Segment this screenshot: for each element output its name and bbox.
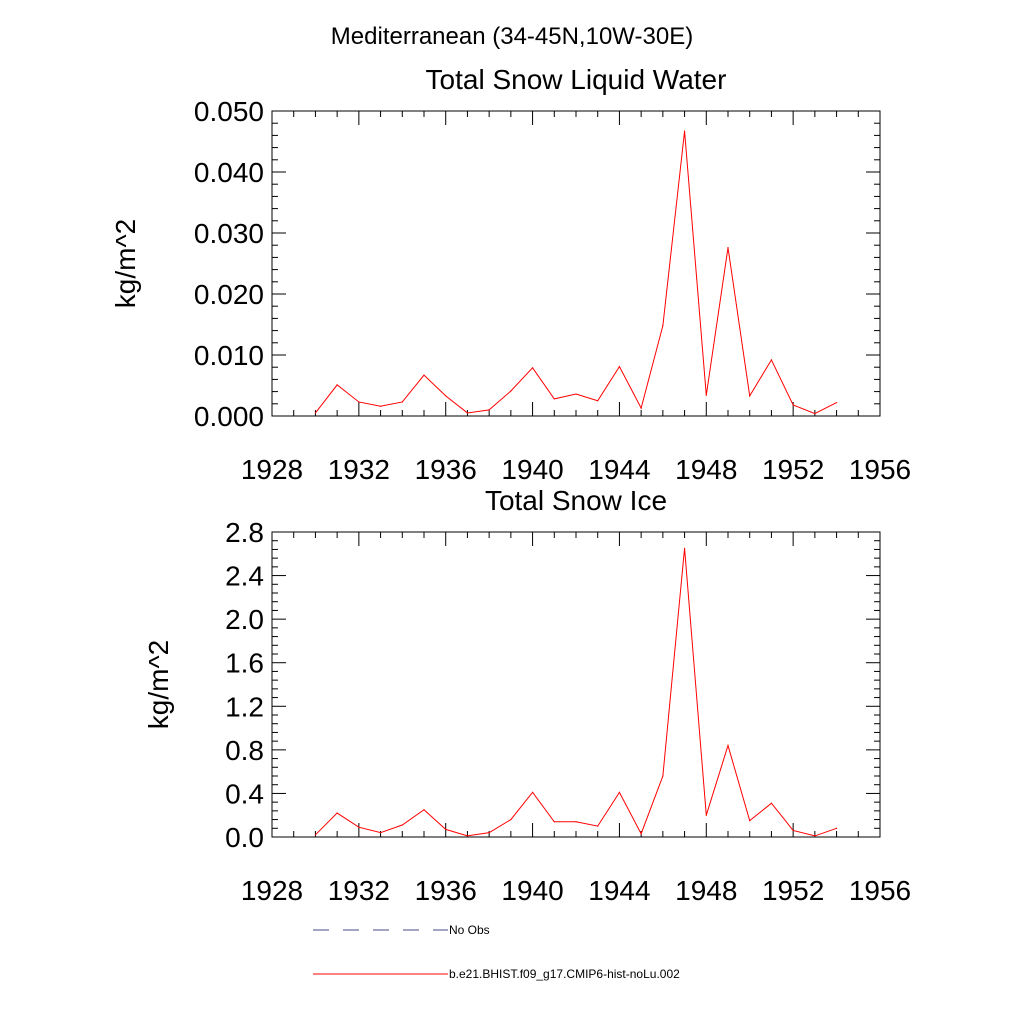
- data-point: [640, 833, 642, 835]
- y-tick-label: 0.8: [225, 735, 264, 766]
- x-tick-label: 1936: [415, 875, 477, 906]
- data-point: [662, 325, 664, 327]
- x-tick-label: 1936: [415, 454, 477, 485]
- y-tick-label: 0.0: [225, 822, 264, 853]
- data-point: [358, 401, 360, 403]
- data-point: [792, 404, 794, 406]
- data-point: [336, 384, 338, 386]
- data-point: [531, 367, 534, 369]
- data-point: [488, 409, 490, 411]
- data-point: [683, 130, 686, 132]
- x-tick-label: 1956: [849, 454, 911, 485]
- y-tick-label: 2.4: [225, 561, 264, 592]
- series-line: [315, 131, 837, 415]
- x-tick-label: 1948: [675, 875, 737, 906]
- data-point: [401, 824, 403, 826]
- plot-frame: [271, 531, 881, 838]
- y-tick-label: 1.2: [225, 691, 264, 722]
- data-point: [553, 398, 555, 400]
- legend: No Obs b.e21.BHIST.f09_g17.CMIP6-hist-no…: [313, 923, 680, 981]
- data-point: [314, 834, 317, 836]
- data-point: [379, 832, 382, 834]
- y-tick-label: 0.040: [194, 157, 264, 188]
- data-point: [445, 395, 447, 397]
- series-line: [315, 548, 837, 837]
- data-point: [835, 401, 838, 404]
- plot-frame: [271, 110, 881, 417]
- data-point: [466, 835, 469, 837]
- data-point: [618, 365, 621, 368]
- data-point: [683, 547, 686, 549]
- data-point: [705, 394, 707, 396]
- data-point: [423, 374, 425, 376]
- data-point: [575, 821, 577, 823]
- y-axis-label: kg/m^2: [143, 640, 174, 729]
- x-tick-label: 1952: [762, 454, 824, 485]
- y-tick-label: 0.4: [225, 778, 264, 809]
- y-tick-label: 0.050: [194, 96, 264, 127]
- y-tick-label: 0.030: [194, 218, 264, 249]
- data-point: [727, 744, 729, 747]
- data-point: [488, 832, 490, 834]
- data-point: [445, 828, 447, 830]
- data-point: [705, 814, 707, 816]
- data-point: [510, 818, 512, 821]
- x-tick-label: 1932: [328, 875, 390, 906]
- legend-model-label: b.e21.BHIST.f09_g17.CMIP6-hist-noLu.002: [449, 967, 680, 981]
- chart-panel-1: Total Snow Liquid Water 1928 1932 1936 1940 1…: [110, 64, 911, 485]
- y-tick-label: 1.6: [225, 648, 264, 679]
- x-tick-label: 1928: [241, 875, 303, 906]
- x-tick-label: 1944: [588, 875, 650, 906]
- figure-suptitle: Mediterranean (34-45N,10W-30E): [331, 23, 693, 50]
- data-point: [336, 812, 338, 814]
- chart-title: Total Snow Ice: [485, 485, 667, 516]
- y-tick-label: 2.8: [225, 517, 264, 548]
- data-point: [597, 400, 599, 402]
- data-point: [770, 359, 773, 361]
- x-tick-label: 1952: [762, 875, 824, 906]
- y-tick-label: 0.010: [194, 340, 264, 371]
- x-tick-label: 1940: [501, 454, 563, 485]
- chart-title: Total Snow Liquid Water: [426, 64, 727, 95]
- data-point: [640, 407, 642, 409]
- data-point: [379, 405, 382, 407]
- data-point: [727, 247, 729, 249]
- x-tick-label: 1928: [241, 454, 303, 485]
- chart-panel-2: Total Snow Ice 1928 1932 1936 1940 1944 1948 19…: [143, 485, 911, 906]
- data-point: [662, 775, 664, 777]
- x-tick-label: 1956: [849, 875, 911, 906]
- data-point: [749, 395, 751, 397]
- x-tick-label: 1932: [328, 454, 390, 485]
- data-point: [401, 401, 403, 403]
- y-axis-label: kg/m^2: [110, 219, 141, 308]
- x-tick-label: 1948: [675, 454, 737, 485]
- data-point: [314, 412, 317, 414]
- data-point: [553, 821, 555, 823]
- data-point: [510, 390, 512, 392]
- data-point: [814, 835, 816, 837]
- data-point: [358, 826, 360, 828]
- x-tick-label: 1944: [588, 454, 650, 485]
- data-point: [466, 412, 469, 414]
- y-tick-label: 0.000: [194, 401, 264, 432]
- data-point: [814, 412, 816, 415]
- y-tick-label: 2.0: [225, 604, 264, 635]
- data-point: [835, 827, 838, 829]
- x-tick-label: 1940: [501, 875, 563, 906]
- data-point: [749, 820, 751, 822]
- data-point: [618, 791, 621, 793]
- data-point: [575, 393, 577, 395]
- data-point: [770, 802, 773, 804]
- legend-no-obs-label: No Obs: [449, 923, 490, 937]
- data-point: [597, 825, 599, 827]
- data-point: [792, 829, 794, 832]
- y-tick-label: 0.020: [194, 279, 264, 310]
- data-point: [531, 791, 534, 793]
- data-point: [423, 809, 425, 811]
